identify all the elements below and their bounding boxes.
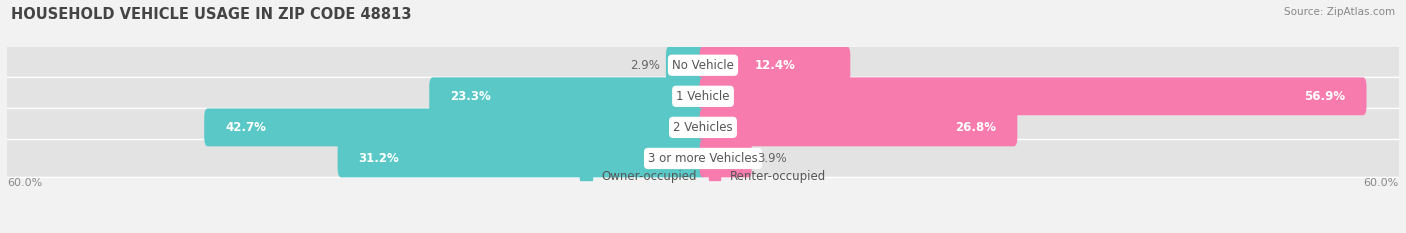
Text: 12.4%: 12.4% [755,59,796,72]
Text: 60.0%: 60.0% [7,178,42,188]
FancyBboxPatch shape [4,108,1402,146]
Text: 2 Vehicles: 2 Vehicles [673,121,733,134]
Text: 60.0%: 60.0% [1364,178,1399,188]
Text: 3 or more Vehicles: 3 or more Vehicles [648,152,758,165]
FancyBboxPatch shape [429,77,706,115]
FancyBboxPatch shape [204,108,706,146]
Text: 1 Vehicle: 1 Vehicle [676,90,730,103]
Text: No Vehicle: No Vehicle [672,59,734,72]
Text: HOUSEHOLD VEHICLE USAGE IN ZIP CODE 48813: HOUSEHOLD VEHICLE USAGE IN ZIP CODE 4881… [11,7,412,22]
Text: 3.9%: 3.9% [758,152,787,165]
Text: 42.7%: 42.7% [225,121,266,134]
FancyBboxPatch shape [700,46,851,84]
FancyBboxPatch shape [700,108,1018,146]
Text: 31.2%: 31.2% [359,152,399,165]
FancyBboxPatch shape [700,77,1367,115]
FancyBboxPatch shape [337,140,706,177]
Text: 26.8%: 26.8% [956,121,997,134]
Text: Source: ZipAtlas.com: Source: ZipAtlas.com [1284,7,1395,17]
Text: 23.3%: 23.3% [450,90,491,103]
FancyBboxPatch shape [666,46,706,84]
FancyBboxPatch shape [700,140,752,177]
Legend: Owner-occupied, Renter-occupied: Owner-occupied, Renter-occupied [579,170,827,183]
FancyBboxPatch shape [4,77,1402,115]
FancyBboxPatch shape [4,140,1402,177]
Text: 56.9%: 56.9% [1305,90,1346,103]
FancyBboxPatch shape [4,46,1402,84]
Text: 2.9%: 2.9% [630,59,659,72]
